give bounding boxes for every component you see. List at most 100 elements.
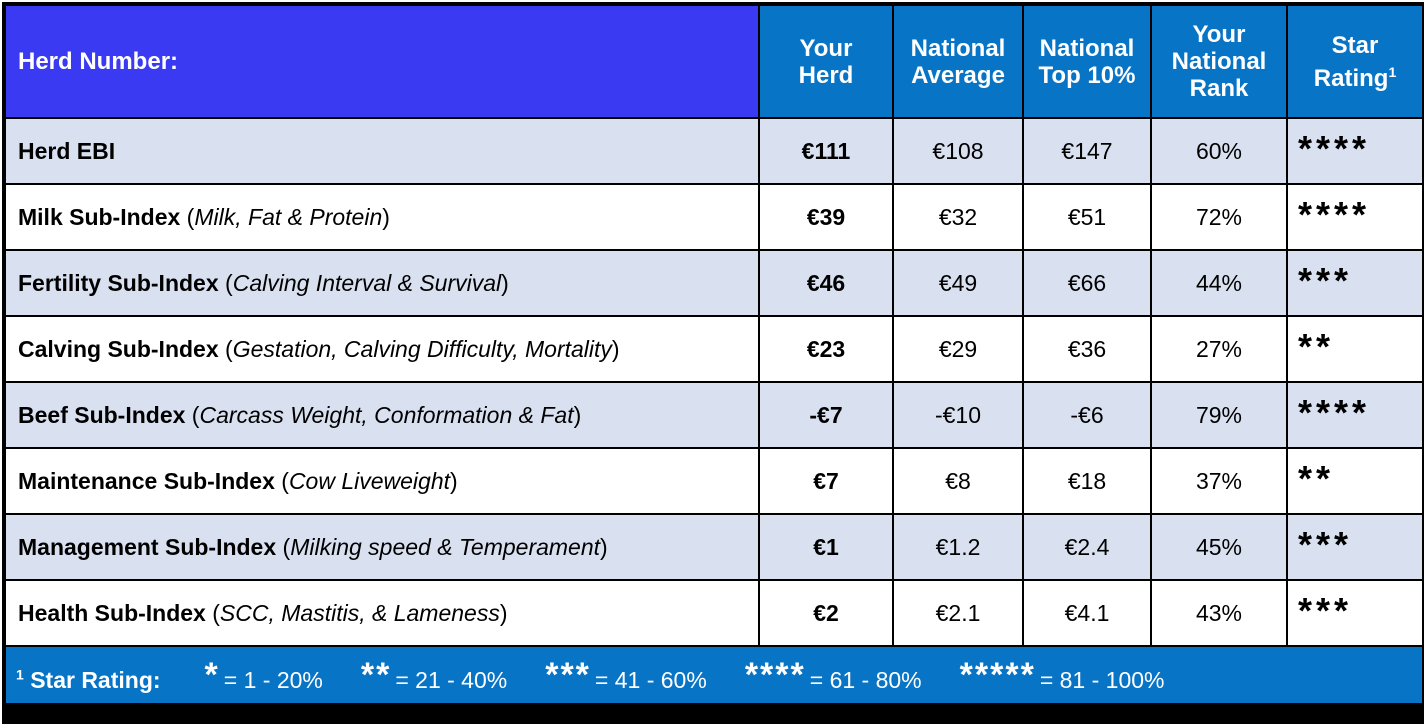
cell-national-average: €8 (892, 447, 1024, 515)
row-name: Beef Sub-Index (18, 401, 186, 428)
row-label: Fertility Sub-Index (Calving Interval & … (4, 249, 760, 317)
table-row: Beef Sub-Index (Carcass Weight, Conforma… (4, 381, 1424, 449)
col-header-line: National (910, 34, 1006, 62)
star-rating-value: **** (1298, 392, 1371, 433)
cell-star-rating: *** (1286, 579, 1424, 647)
herd-ebi-table: Herd Number: Your Herd National Average … (4, 4, 1424, 705)
cell-national-top: €66 (1022, 249, 1152, 317)
col-header-line: Average (911, 61, 1005, 89)
row-name: Health Sub-Index (18, 599, 206, 626)
row-detail: Carcass Weight, Conformation & Fat (199, 401, 574, 428)
cell-national-average: €49 (892, 249, 1024, 317)
cell-national-average: €2.1 (892, 579, 1024, 647)
col-header-national-rank: Your National Rank (1150, 4, 1288, 119)
table-header-row: Herd Number: Your Herd National Average … (4, 4, 1424, 119)
cell-national-average: €1.2 (892, 513, 1024, 581)
row-name: Herd EBI (18, 137, 116, 164)
table-row: Fertility Sub-Index (Calving Interval & … (4, 249, 1424, 317)
cell-national-rank: 79% (1150, 381, 1288, 449)
col-header-star-rating: Star Rating1 (1286, 4, 1424, 119)
star-rating-value: **** (1298, 194, 1371, 235)
row-detail: Cow Liveweight (288, 467, 451, 494)
legend-stars: *** (545, 655, 591, 694)
cell-national-rank: 43% (1150, 579, 1288, 647)
row-label: Herd EBI (4, 117, 760, 185)
star-rating-value: **** (1298, 128, 1371, 169)
col-header-national-average: National Average (892, 4, 1024, 119)
cell-star-rating: *** (1286, 249, 1424, 317)
legend-label: 1 Star Rating: (16, 665, 161, 693)
row-detail: SCC, Mastitis, & Lameness (219, 599, 500, 626)
table-row: Maintenance Sub-Index (Cow Liveweight) €7… (4, 447, 1424, 515)
legend-range: = 1 - 20% (223, 666, 323, 693)
star-rating-value: *** (1298, 524, 1353, 565)
row-detail: Calving Interval & Survival (232, 269, 502, 296)
col-header-national-top: National Top 10% (1022, 4, 1152, 119)
legend-range: = 21 - 40% (395, 666, 508, 693)
cell-your-herd: €7 (758, 447, 894, 515)
cell-star-rating: **** (1286, 183, 1424, 251)
star-rating-legend: 1 Star Rating: * = 1 - 20% ** = 21 - 40% *** =… (4, 645, 1424, 705)
row-detail: Milk, Fat & Protein (194, 203, 383, 230)
row-name: Fertility Sub-Index (18, 269, 219, 296)
row-name: Management Sub-Index (18, 533, 277, 560)
cell-your-herd: -€7 (758, 381, 894, 449)
row-label: Beef Sub-Index (Carcass Weight, Conforma… (4, 381, 760, 449)
cell-national-rank: 27% (1150, 315, 1288, 383)
cell-national-average: €108 (892, 117, 1024, 185)
star-rating-value: *** (1298, 260, 1353, 301)
cell-national-top: €4.1 (1022, 579, 1152, 647)
col-header-line: Top 10% (1038, 61, 1136, 89)
legend-label-text: Star Rating: (30, 666, 161, 693)
col-header-line: Herd (798, 61, 854, 89)
star-rating-value: *** (1298, 590, 1353, 631)
row-label: Health Sub-Index (SCC, Mastitis, & Lamen… (4, 579, 760, 647)
col-header-line: Star (1331, 31, 1379, 59)
legend-item: ***** = 81 - 100% (960, 656, 1165, 694)
cell-your-herd: €23 (758, 315, 894, 383)
cell-national-top: €18 (1022, 447, 1152, 515)
table-footer-row: 1 Star Rating: * = 1 - 20% ** = 21 - 40% *** =… (4, 645, 1424, 705)
cell-national-top: €36 (1022, 315, 1152, 383)
legend-range: = 41 - 60% (594, 666, 707, 693)
col-header-line: Rating1 (1313, 63, 1397, 92)
table-body: Herd EBI €111 €108 €147 60% **** Milk Sub-Inde… (4, 117, 1424, 647)
cell-star-rating: ** (1286, 447, 1424, 515)
cell-star-rating: ** (1286, 315, 1424, 383)
cell-national-rank: 44% (1150, 249, 1288, 317)
cell-national-average: €29 (892, 315, 1024, 383)
col-header-line: National (1039, 34, 1135, 62)
legend-items: * = 1 - 20% ** = 21 - 40% *** = 41 - 60% **** =… (205, 656, 1203, 694)
cell-national-average: €32 (892, 183, 1024, 251)
cell-your-herd: €111 (758, 117, 894, 185)
row-label: Maintenance Sub-Index (Cow Liveweight) (4, 447, 760, 515)
legend-item: ** = 21 - 40% (361, 656, 508, 694)
herd-number-label: Herd Number: (4, 4, 760, 119)
cell-star-rating: **** (1286, 381, 1424, 449)
row-detail: Gestation, Calving Difficulty, Mortality (232, 335, 612, 362)
star-rating-value: ** (1298, 458, 1335, 499)
col-header-line: National (1171, 48, 1267, 75)
legend-range: = 61 - 80% (809, 666, 922, 693)
cell-your-herd: €1 (758, 513, 894, 581)
col-header-line: Rank (1189, 75, 1249, 102)
col-header-line: Your (1192, 21, 1246, 48)
legend-stars: **** (744, 655, 806, 694)
cell-national-rank: 37% (1150, 447, 1288, 515)
star-rating-value: ** (1298, 326, 1335, 367)
legend-range: = 81 - 100% (1039, 666, 1165, 693)
cell-your-herd: €2 (758, 579, 894, 647)
row-name: Milk Sub-Index (18, 203, 181, 230)
row-label: Management Sub-Index (Milking speed & Te… (4, 513, 760, 581)
cell-national-top: €51 (1022, 183, 1152, 251)
col-header-your-herd: Your Herd (758, 4, 894, 119)
row-name: Maintenance Sub-Index (18, 467, 275, 494)
cell-national-top: -€6 (1022, 381, 1152, 449)
cell-national-rank: 45% (1150, 513, 1288, 581)
footnote-marker: 1 (16, 665, 24, 682)
table-row: Calving Sub-Index (Gestation, Calving Di… (4, 315, 1424, 383)
legend-item: **** = 61 - 80% (745, 656, 922, 694)
cell-your-herd: €46 (758, 249, 894, 317)
row-label: Calving Sub-Index (Gestation, Calving Di… (4, 315, 760, 383)
